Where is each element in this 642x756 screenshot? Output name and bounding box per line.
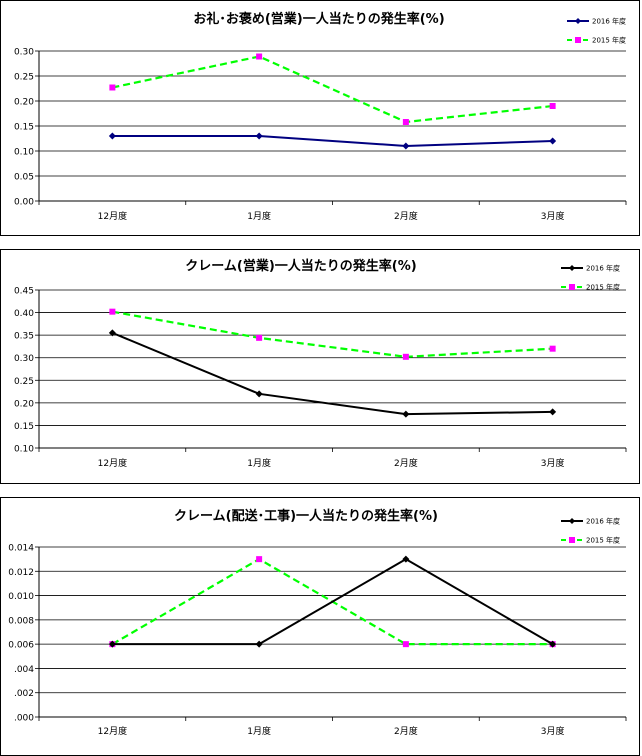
- data-point-diamond: [108, 132, 116, 140]
- chart-panel-complaint-delivery: クレーム(配送･工事)一人当たりの発生率(%) .000 .002 .004 0.006…: [0, 497, 640, 756]
- x-tick-label: 3月度: [541, 210, 565, 222]
- data-point-diamond: [402, 410, 410, 418]
- legend-label: 2015 年度: [586, 536, 620, 545]
- y-tick-label: 0.30: [14, 354, 34, 364]
- y-tick-label: .000: [14, 714, 34, 724]
- y-tick-label: 0.25: [14, 73, 34, 83]
- chart-svg: クレーム(配送･工事)一人当たりの発生率(%) .000 .002 .004 0.006…: [8, 508, 627, 737]
- y-tick-label: 0.00: [14, 198, 34, 208]
- y-tick-label: 0.014: [8, 544, 34, 554]
- data-point-square: [549, 103, 556, 109]
- y-tick-label: 0.20: [14, 399, 34, 409]
- x-tick-label: 2月度: [394, 725, 418, 737]
- chart-title: お礼･お褒め(営業)一人当たりの発生率(%): [193, 11, 444, 27]
- data-point-square: [402, 119, 409, 125]
- x-tick-label: 2月度: [394, 457, 418, 469]
- series-line-0: [112, 557, 554, 646]
- legend-marker: [569, 518, 575, 524]
- y-tick-label: .004: [14, 665, 34, 675]
- x-tick-label: 2月度: [394, 210, 418, 222]
- y-tick-label: 0.15: [14, 123, 34, 133]
- x-tick-label: 12月度: [98, 725, 127, 737]
- y-tick-label: .002: [14, 689, 34, 699]
- legend-label: 2015 年度: [586, 283, 620, 292]
- legend-marker: [569, 284, 575, 290]
- data-point-diamond: [402, 555, 410, 563]
- chart-title: クレーム(配送･工事)一人当たりの発生率(%): [174, 508, 438, 524]
- y-tick-label: 0.012: [8, 568, 34, 578]
- x-tick-label: 1月度: [247, 210, 271, 222]
- x-tick-label: 3月度: [541, 457, 565, 469]
- series-line-1: [112, 55, 553, 124]
- data-point-diamond: [108, 329, 116, 337]
- legend-marker: [569, 265, 575, 271]
- y-tick-label: 0.10: [14, 445, 34, 455]
- data-point-diamond: [549, 408, 557, 416]
- y-tick-label: 0.15: [14, 422, 34, 432]
- series-line-0: [112, 135, 553, 148]
- chart-svg: クレーム(営業)一人当たりの発生率(%) 0.10 0.15 0.20 0.25 0.30…: [14, 258, 627, 469]
- y-tick-label: 0.40: [14, 309, 34, 319]
- x-tick-label: 1月度: [247, 457, 271, 469]
- y-tick-label: 0.10: [14, 148, 34, 158]
- legend-marker: [575, 18, 581, 24]
- data-point-diamond: [549, 137, 557, 145]
- y-tick-label: 0.25: [14, 377, 34, 387]
- data-point-square: [402, 353, 409, 360]
- x-tick-label: 1月度: [247, 725, 271, 737]
- y-tick-label: 0.45: [14, 287, 34, 297]
- data-point-square: [109, 84, 116, 91]
- x-tick-label: 12月度: [98, 210, 127, 222]
- data-point-diamond: [108, 640, 116, 648]
- data-point-diamond: [255, 640, 263, 648]
- x-tick-label: 3月度: [541, 725, 565, 737]
- y-tick-label: 0.05: [14, 173, 34, 183]
- data-point-diamond: [549, 640, 557, 648]
- legend-marker: [575, 37, 581, 43]
- legend-marker: [569, 537, 575, 543]
- chart-title: クレーム(営業)一人当たりの発生率(%): [185, 258, 416, 274]
- data-point-square: [256, 334, 263, 341]
- data-point-square: [256, 53, 263, 60]
- data-point-diamond: [255, 132, 263, 140]
- y-tick-label: 0.35: [14, 332, 34, 342]
- y-tick-label: 0.20: [14, 98, 34, 108]
- data-point-diamond: [402, 142, 410, 150]
- series-line-1: [112, 310, 553, 358]
- chart-panel-praise-sales: お礼･お褒め(営業)一人当たりの発生率(%) 0.00 0.05 0.10 0.15 0.…: [0, 0, 640, 236]
- data-point-diamond: [255, 390, 263, 398]
- legend-label: 2015 年度: [592, 36, 626, 45]
- y-tick-label: 0.008: [8, 616, 34, 626]
- chart-svg: お礼･お褒め(営業)一人当たりの発生率(%) 0.00 0.05 0.10 0.15 0.…: [14, 11, 627, 222]
- legend-label: 2016 年度: [586, 264, 620, 273]
- y-tick-label: 0.006: [8, 641, 34, 651]
- chart-panel-complaint-sales: クレーム(営業)一人当たりの発生率(%) 0.10 0.15 0.20 0.25 0.30…: [0, 249, 640, 484]
- data-point-square: [549, 345, 556, 352]
- legend-label: 2016 年度: [592, 17, 626, 26]
- y-tick-label: 0.30: [14, 48, 34, 58]
- y-tick-label: 0.010: [8, 592, 34, 602]
- data-point-square: [256, 556, 263, 563]
- data-point-square: [109, 308, 116, 315]
- legend-label: 2016 年度: [586, 517, 620, 526]
- series-line-0: [111, 331, 553, 416]
- x-tick-label: 12月度: [98, 457, 127, 469]
- data-point-square: [402, 641, 409, 648]
